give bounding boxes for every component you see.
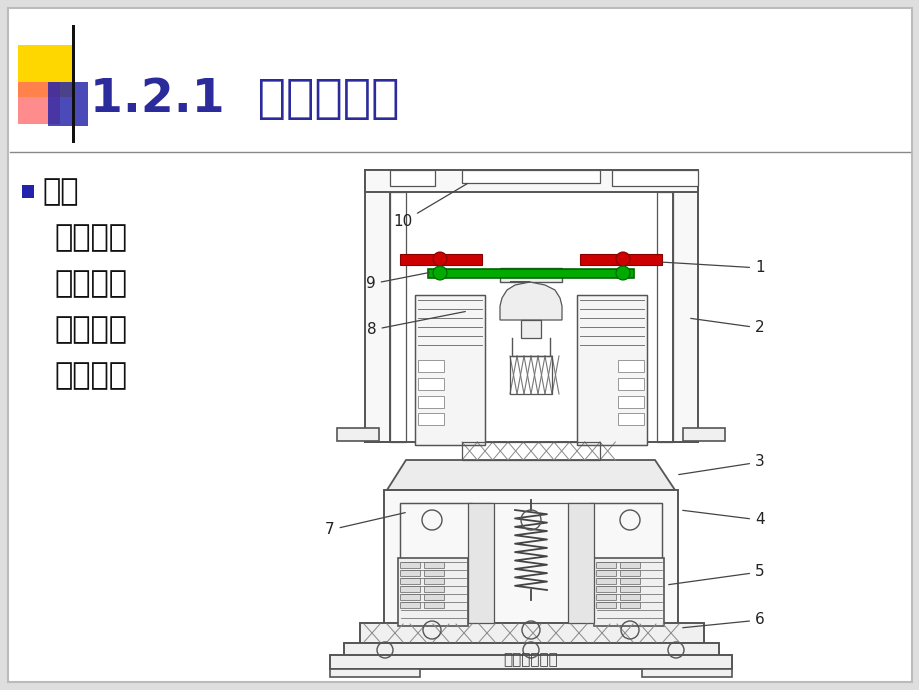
Bar bbox=[424, 602, 444, 608]
Bar bbox=[390, 170, 435, 186]
Bar bbox=[576, 295, 646, 445]
Bar bbox=[400, 503, 662, 623]
Bar bbox=[579, 254, 662, 265]
Bar bbox=[567, 503, 594, 623]
Bar bbox=[619, 570, 640, 576]
Bar bbox=[72, 25, 75, 143]
Bar bbox=[424, 562, 444, 568]
Text: 7: 7 bbox=[324, 513, 405, 538]
Text: 1.2.1  交流接触器: 1.2.1 交流接触器 bbox=[90, 77, 399, 123]
Bar bbox=[618, 360, 643, 372]
Text: 8: 8 bbox=[367, 312, 465, 337]
Bar bbox=[499, 268, 562, 282]
Bar bbox=[682, 428, 724, 441]
Text: 灭弧装置: 灭弧装置 bbox=[54, 315, 127, 344]
Bar bbox=[414, 295, 484, 445]
Bar bbox=[641, 669, 732, 677]
Bar bbox=[344, 643, 719, 656]
Bar bbox=[400, 570, 420, 576]
Bar bbox=[656, 192, 673, 442]
Circle shape bbox=[616, 252, 630, 266]
Text: 4: 4 bbox=[682, 511, 764, 527]
Bar bbox=[673, 170, 698, 442]
Circle shape bbox=[616, 266, 630, 280]
Bar bbox=[365, 170, 390, 442]
Bar bbox=[611, 170, 698, 186]
Bar bbox=[596, 602, 616, 608]
Text: 5: 5 bbox=[668, 564, 764, 584]
Bar bbox=[619, 594, 640, 600]
Bar bbox=[576, 295, 646, 445]
Polygon shape bbox=[387, 460, 675, 490]
Bar bbox=[18, 82, 60, 124]
Bar bbox=[619, 586, 640, 592]
Circle shape bbox=[433, 266, 447, 280]
Bar bbox=[359, 623, 703, 643]
Polygon shape bbox=[499, 282, 562, 320]
Text: 6: 6 bbox=[682, 613, 764, 628]
Bar bbox=[618, 378, 643, 390]
Text: 电磁系统: 电磁系统 bbox=[54, 224, 127, 253]
Bar bbox=[618, 413, 643, 425]
Bar bbox=[594, 558, 664, 626]
Bar bbox=[509, 356, 551, 394]
Bar bbox=[619, 578, 640, 584]
Bar bbox=[414, 295, 484, 445]
Text: 2: 2 bbox=[690, 318, 764, 335]
Bar bbox=[596, 586, 616, 592]
Text: 数控系统实践: 数控系统实践 bbox=[503, 653, 558, 667]
Bar bbox=[400, 578, 420, 584]
Bar bbox=[398, 558, 468, 626]
Bar bbox=[330, 669, 420, 677]
Bar bbox=[365, 170, 698, 192]
Bar bbox=[390, 192, 405, 442]
Text: 组成: 组成 bbox=[42, 177, 78, 206]
Bar bbox=[468, 503, 494, 623]
Bar bbox=[417, 360, 444, 372]
Bar bbox=[22, 185, 34, 198]
Bar bbox=[596, 578, 616, 584]
Bar bbox=[383, 490, 677, 630]
Bar bbox=[424, 594, 444, 600]
Bar bbox=[400, 602, 420, 608]
Bar bbox=[417, 378, 444, 390]
Bar bbox=[520, 320, 540, 338]
Bar bbox=[427, 269, 633, 278]
Bar bbox=[417, 413, 444, 425]
Bar bbox=[336, 428, 379, 441]
Bar bbox=[618, 396, 643, 408]
Bar bbox=[400, 503, 471, 623]
Text: 9: 9 bbox=[366, 273, 429, 291]
Bar bbox=[619, 562, 640, 568]
Bar bbox=[417, 396, 444, 408]
Bar bbox=[400, 254, 482, 265]
Bar bbox=[400, 586, 420, 592]
Bar bbox=[400, 594, 420, 600]
Bar bbox=[330, 655, 732, 669]
Bar bbox=[589, 503, 662, 623]
Bar bbox=[18, 45, 74, 97]
Text: 3: 3 bbox=[678, 455, 764, 475]
Bar bbox=[424, 570, 444, 576]
Bar bbox=[461, 170, 599, 183]
Bar bbox=[48, 82, 88, 126]
Text: 1: 1 bbox=[662, 261, 764, 275]
Text: 10: 10 bbox=[392, 184, 467, 230]
Bar bbox=[424, 586, 444, 592]
Circle shape bbox=[433, 252, 447, 266]
Bar bbox=[424, 578, 444, 584]
Bar bbox=[619, 602, 640, 608]
Text: 触点系统: 触点系统 bbox=[54, 270, 127, 299]
Bar bbox=[596, 594, 616, 600]
Bar bbox=[461, 442, 599, 460]
Bar bbox=[596, 570, 616, 576]
Text: 其他装置: 其他装置 bbox=[54, 362, 127, 391]
Bar bbox=[596, 562, 616, 568]
Bar bbox=[400, 562, 420, 568]
